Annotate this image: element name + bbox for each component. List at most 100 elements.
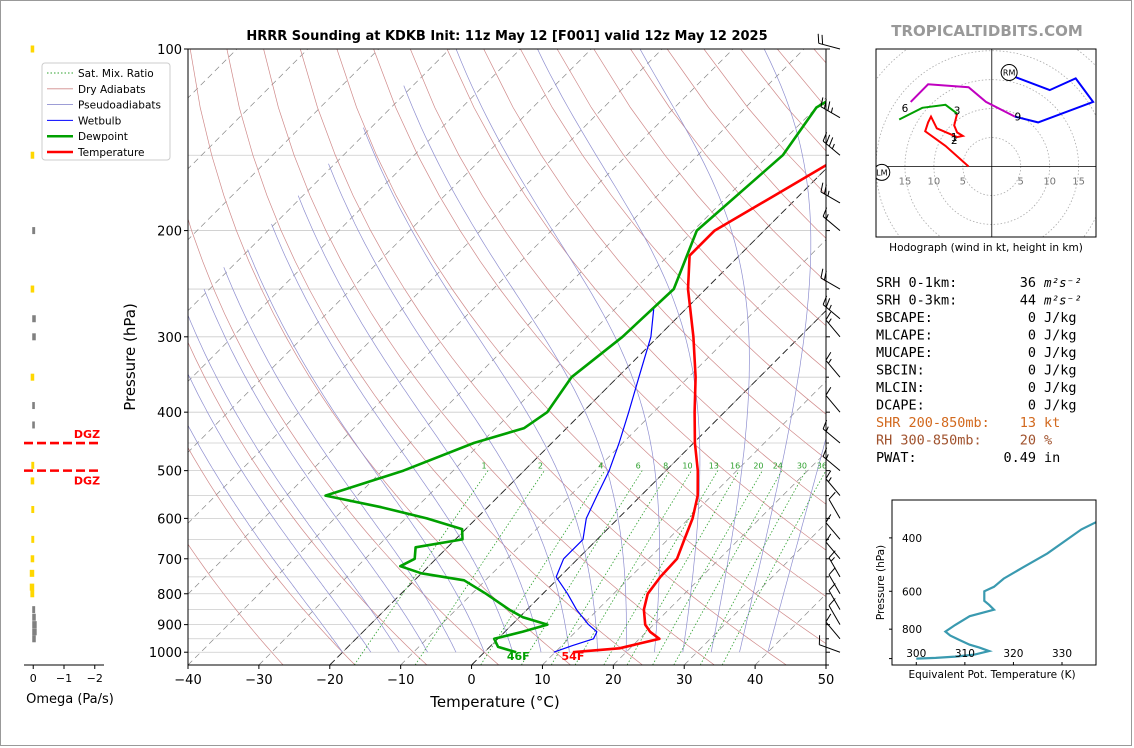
barb-shaft	[825, 319, 841, 338]
wind-barb	[825, 470, 841, 496]
pseudoadiabat-line	[203, 288, 428, 653]
mixing-ratio-label: 16	[730, 462, 740, 471]
isotherm-line	[188, 49, 521, 382]
omega-bar	[30, 373, 35, 381]
barb-half-feather	[827, 190, 830, 197]
x-tick-label: −10	[387, 673, 414, 688]
stat-row: DCAPE: 0 J/kg	[876, 398, 1077, 414]
stat-value: 20	[1020, 433, 1036, 449]
y-tick-label: 300	[157, 331, 182, 346]
pseudoadiabat-line	[223, 267, 457, 653]
omega-bar	[31, 506, 35, 514]
pseudoadiabat-line	[537, 49, 701, 653]
mixing-ratio-line	[673, 470, 783, 665]
isotherm-line	[188, 49, 734, 595]
dry-adiabat-line	[409, 49, 826, 551]
key-isotherm-line	[471, 309, 826, 665]
temperature-profile-line	[572, 163, 826, 654]
barb-half-feather	[825, 454, 829, 460]
stats-panel: SRH 0-1km: 36 m²s⁻² SRH 0-3km: 44 m²s⁻² SBCAPE…	[876, 275, 1082, 466]
stat-value: 0	[1028, 398, 1036, 414]
barb-feather	[825, 613, 832, 623]
stat-row: MLCIN: 0 J/kg	[876, 380, 1077, 396]
barb-feather	[825, 386, 832, 396]
chart-title: HRRR Sounding at KDKB Init: 11z May 12 […	[246, 29, 767, 44]
wind-barb	[828, 550, 841, 578]
dry-adiabat-line	[188, 447, 356, 665]
barb-feather	[828, 598, 836, 606]
stat-row: SBCIN: 0 J/kg	[876, 363, 1077, 379]
x-axis-label: Temperature (°C)	[429, 693, 559, 711]
mixing-ratio-label: 4	[598, 462, 603, 471]
dry-adiabat-line	[813, 49, 826, 64]
isotherm-line	[188, 49, 309, 170]
y-tick-label: 900	[157, 619, 182, 634]
wind-barb	[822, 132, 841, 156]
barb-feather	[827, 101, 831, 111]
mixing-ratio-label: 30	[797, 462, 807, 471]
barb-feather	[822, 447, 828, 457]
mixing-ratio-line	[550, 470, 671, 665]
pseudoadiabat-line	[639, 49, 750, 653]
stat-label: MUCAPE:	[876, 345, 933, 361]
theta-e-y-label: 400	[902, 533, 922, 545]
barb-feather	[822, 295, 828, 305]
omega-tick-label: −1	[56, 672, 72, 685]
barb-shaft	[828, 499, 841, 519]
hodo-title: Hodograph (wind in kt, height in km)	[889, 242, 1083, 254]
dry-adiabat-line	[483, 49, 826, 460]
pseudoadiabat-line	[455, 49, 660, 653]
barb-feather	[825, 533, 832, 543]
theta-e-y-label: 600	[902, 586, 922, 598]
barb-feather	[823, 99, 827, 109]
wind-barb	[822, 447, 841, 472]
dry-adiabat-line	[226, 49, 643, 665]
barb-feather	[820, 97, 824, 107]
barb-shaft	[828, 590, 841, 610]
mixing-ratio-line	[480, 470, 606, 665]
hodo-segment-line	[924, 113, 970, 168]
omega-bar	[30, 45, 35, 53]
isotherm-line	[542, 380, 826, 665]
isotherm-line	[188, 49, 379, 241]
stat-value: 0	[1028, 328, 1036, 344]
skew-t-axes-frame	[187, 48, 827, 666]
stat-label: SHR 200-850mb:	[876, 415, 990, 431]
surface-temperature-label: 54F	[562, 650, 585, 663]
mixing-ratio-line	[414, 470, 545, 665]
omega-bar	[32, 315, 36, 323]
mixing-ratio-line	[574, 470, 692, 665]
stat-unit: J/kg	[1044, 328, 1077, 344]
dry-adiabat-line	[189, 49, 571, 665]
stat-label: PWAT:	[876, 450, 917, 466]
omega-tick-label: 0	[30, 672, 37, 685]
hodo-tick-label: 15	[899, 177, 912, 188]
dry-adiabat-line	[373, 49, 826, 597]
hodo-segment-line	[1003, 71, 1095, 124]
barb-shaft	[820, 106, 841, 119]
barb-half-feather	[828, 477, 832, 483]
y-tick-label: 500	[157, 465, 182, 480]
wetbulb-profile-line	[553, 309, 655, 653]
hodo-frame	[875, 48, 1097, 238]
legend-entry: Sat. Mix. Ratio	[78, 68, 154, 80]
brand-label: TROPICALTIDBITS.COM	[891, 22, 1083, 40]
stat-value: 0	[1028, 310, 1036, 326]
wind-barb	[828, 598, 841, 625]
mixing-ratio-line	[652, 470, 763, 665]
surface-dewpoint-label: 46F	[507, 650, 530, 663]
isotherm-line	[188, 49, 592, 453]
isotherm-line	[825, 664, 826, 665]
isotherm-line	[188, 49, 450, 312]
barb-half-feather	[828, 304, 832, 310]
storm-motion-marker	[1000, 64, 1018, 81]
skew-t-plot-area: 1 2 4 6 8 10 13 16 20 24 30 36	[188, 49, 826, 665]
stat-label: RH 300-850mb:	[876, 433, 982, 449]
barb-feather	[828, 137, 834, 147]
stat-row: SHR 200-850mb: 13 kt	[876, 415, 1060, 431]
mixing-ratio-label: 2	[538, 462, 543, 471]
mixing-ratio-label: 13	[709, 462, 719, 471]
stat-label: MLCAPE:	[876, 328, 933, 344]
